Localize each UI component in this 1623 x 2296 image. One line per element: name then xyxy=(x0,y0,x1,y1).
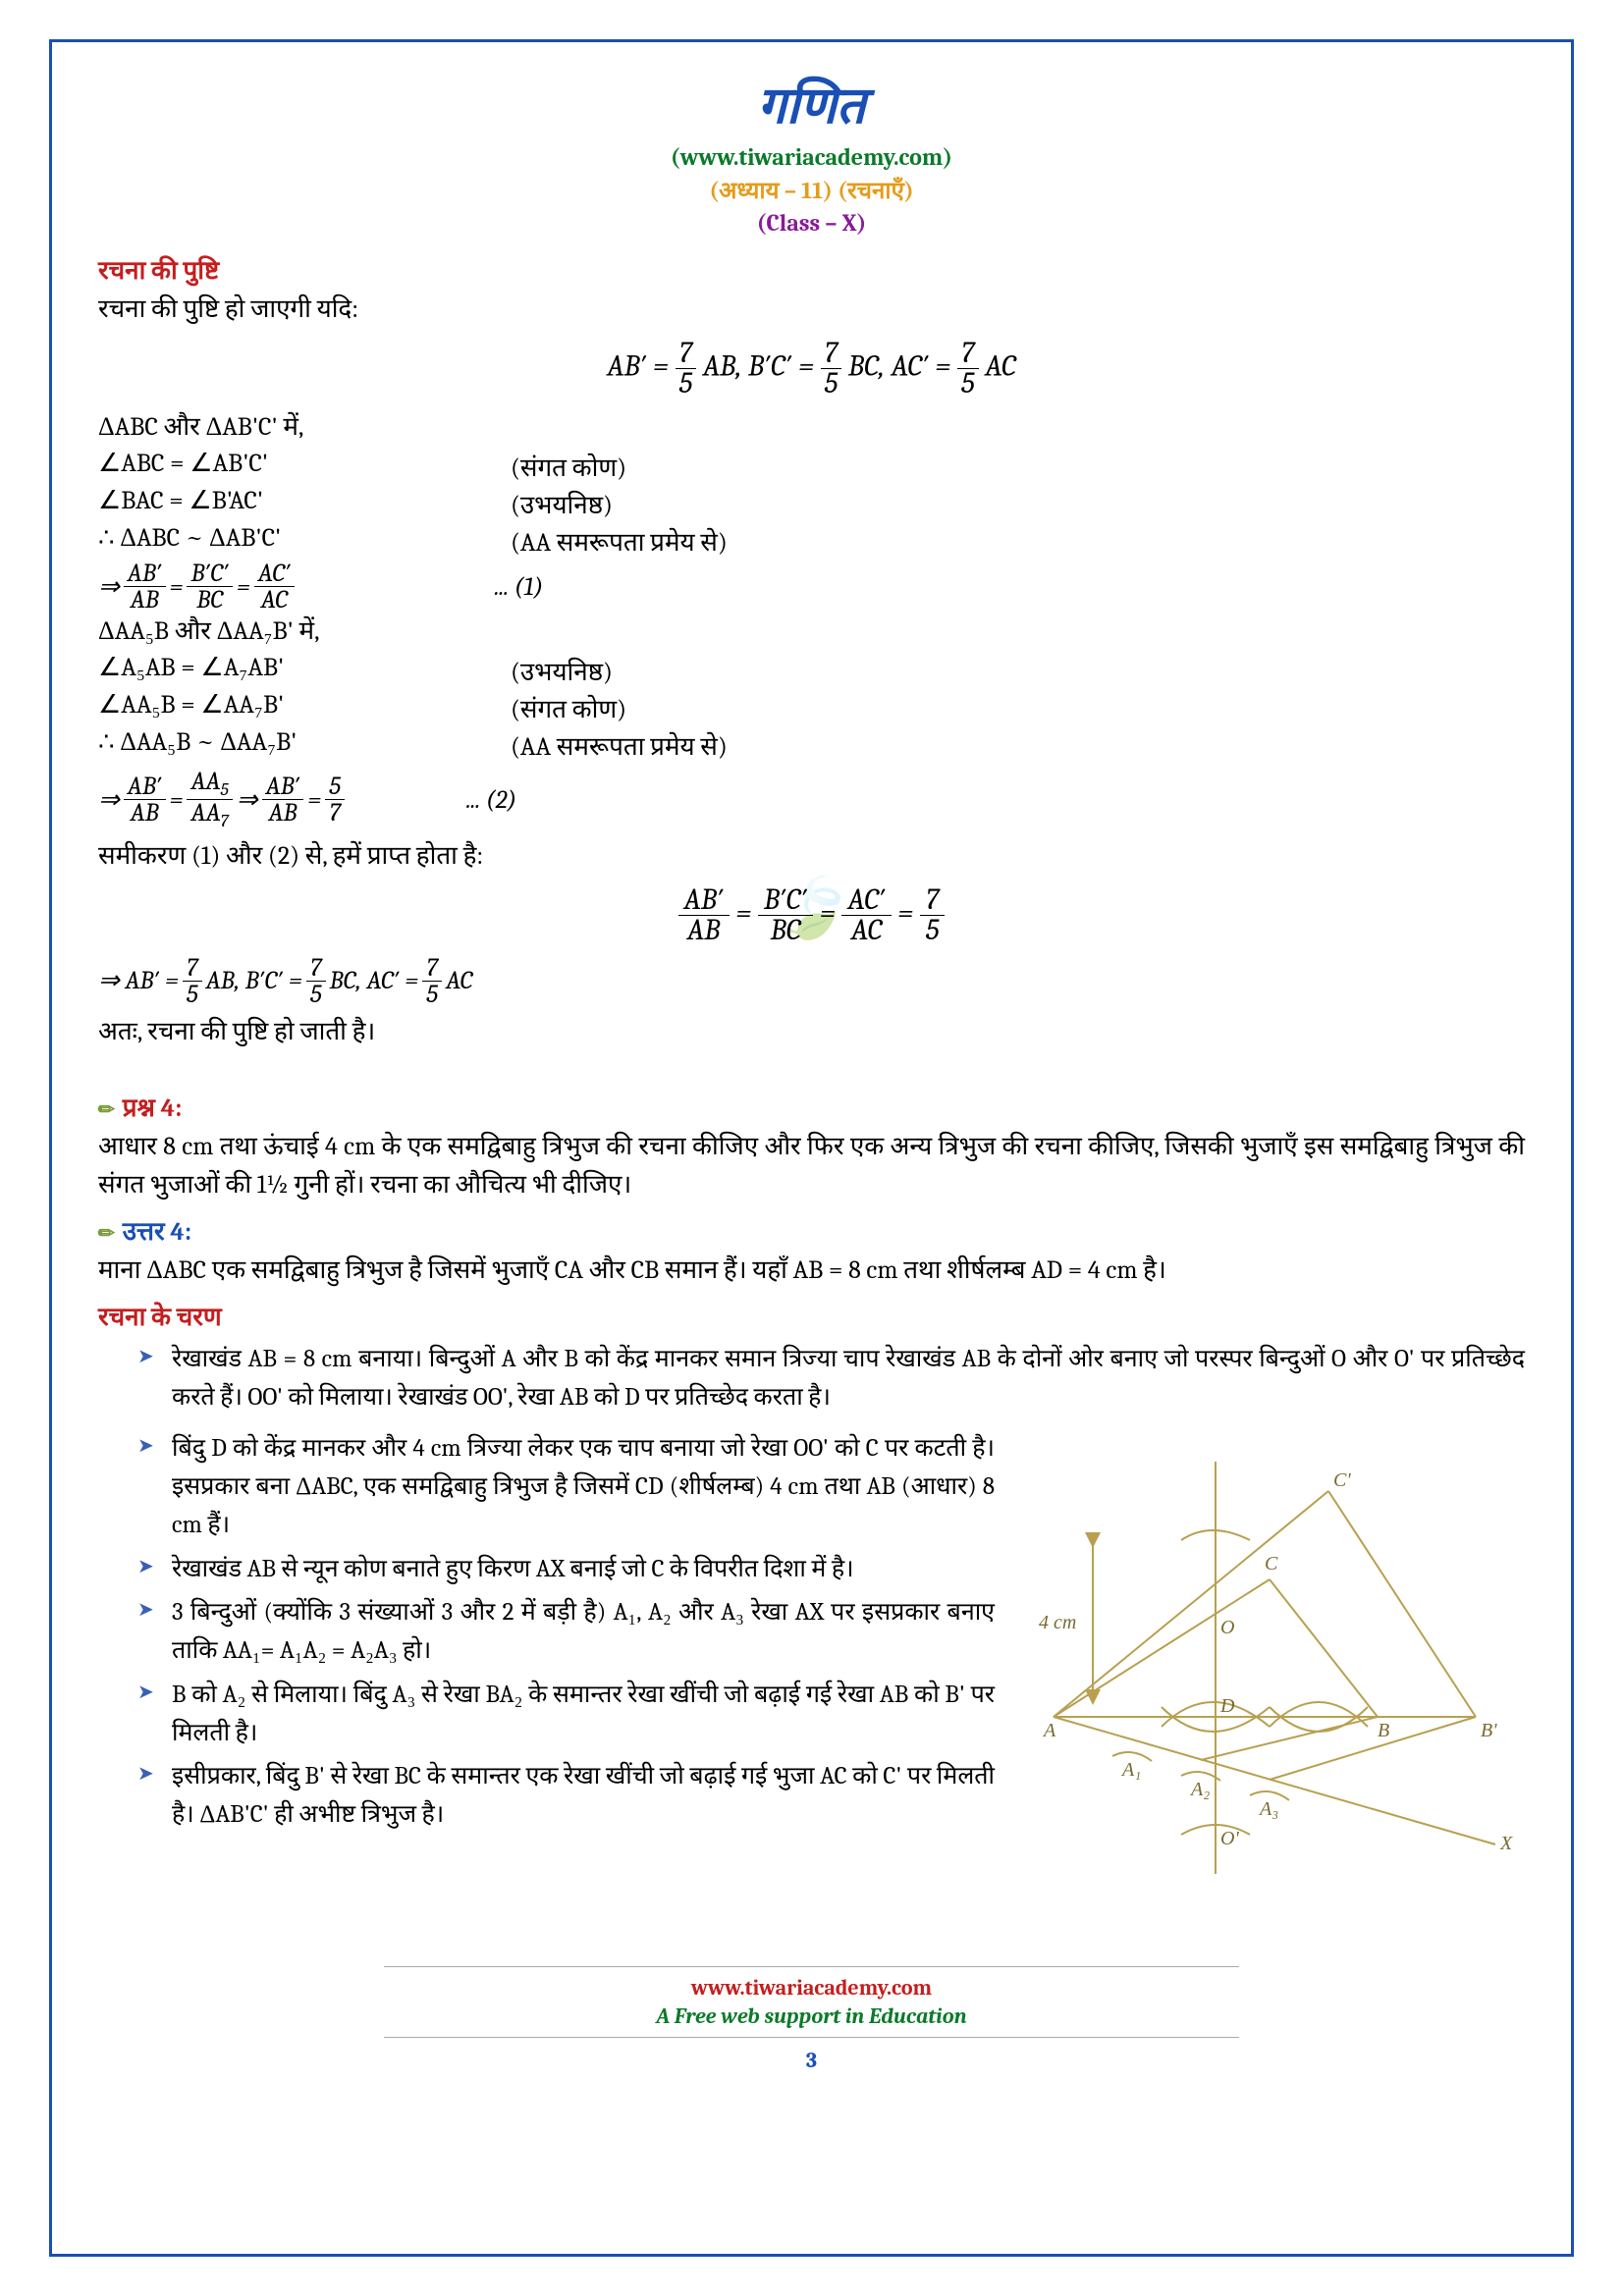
svg-text:C: C xyxy=(1265,1553,1278,1575)
step-item: रेखाखंड AB = 8 cm बनाया। बिन्दुओं A और B… xyxy=(137,1341,1525,1417)
class-label: (Class – X) xyxy=(98,209,1525,237)
svg-text:A₂: A₂ xyxy=(1189,1779,1210,1800)
step-item: बिंदु D को केंद्र मानकर और 4 cm त्रिज्या… xyxy=(137,1430,995,1544)
page-footer: www.tiwariacademy.com A Free web support… xyxy=(98,1966,1525,2073)
construction-diagram: A B B' C C' D O O' A₁ A₂ A₃ X 4 cm xyxy=(1014,1422,1525,1937)
steps-heading: रचना के चरण xyxy=(98,1298,1525,1333)
v-row5: ∠A₅AB = ∠A₇AB'(उभयनिष्ठ) xyxy=(98,653,1525,688)
v-combine: समीकरण (1) और (2) से, हमें प्राप्त होता … xyxy=(98,837,1525,876)
svg-text:4 cm: 4 cm xyxy=(1039,1612,1076,1633)
svg-text:A₃: A₃ xyxy=(1258,1798,1278,1820)
v-row8: ⇒ AB′AB = AA5AA7 ⇒ AB′AB = 57 ... (2) xyxy=(98,769,1525,831)
v-row3: ∴ ΔABC ~ ΔAB'C'(AA समरूपता प्रमेय से) xyxy=(98,523,1525,559)
v-result: ⇒ AB′ = 75 AB, B′C′ = 75 BC, AC′ = 75 AC xyxy=(98,955,1525,1007)
main-title: गणित xyxy=(98,69,1525,138)
v-row1: ∠ABC = ∠AB'C'(संगत कोण) xyxy=(98,449,1525,484)
svg-text:C': C' xyxy=(1333,1469,1351,1491)
step-item: B को A₂ से मिलाया। बिंदु A₃ से रेखा BA₂ … xyxy=(137,1677,995,1753)
page-header: गणित (www.tiwariacademy.com) (अध्याय – 1… xyxy=(98,69,1525,237)
svg-text:O: O xyxy=(1220,1617,1234,1638)
step-list: रेखाखंड AB = 8 cm बनाया। बिन्दुओं A और B… xyxy=(98,1341,1525,1417)
svg-text:B: B xyxy=(1378,1720,1389,1741)
svg-text:D: D xyxy=(1219,1695,1235,1717)
svg-text:O': O' xyxy=(1220,1828,1239,1849)
header-website: (www.tiwariacademy.com) xyxy=(98,143,1525,171)
v-row2: ∠BAC = ∠B'AC'(उभयनिष्ठ) xyxy=(98,486,1525,521)
footer-website: www.tiwariacademy.com xyxy=(98,1975,1525,2001)
v-row6: ∠AA₅B = ∠AA₇B'(संगत कोण) xyxy=(98,690,1525,725)
footer-motto: A Free web support in Education xyxy=(98,2003,1525,2029)
q4-label: ✎प्रश्न 4: xyxy=(98,1089,1525,1124)
step-item: रेखाखंड AB से न्यून कोण बनाते हुए किरण A… xyxy=(137,1551,995,1589)
pencil-icon: ✎ xyxy=(92,1218,121,1247)
svg-text:B': B' xyxy=(1481,1720,1497,1741)
v-line2: ΔAA₅B और ΔAA₇B' में, xyxy=(98,613,1525,651)
step-list-cont: बिंदु D को केंद्र मानकर और 4 cm त्रिज्या… xyxy=(98,1430,995,1835)
step-item: 3 बिन्दुओं (क्योंकि 3 संख्याओं 3 और 2 मे… xyxy=(137,1594,995,1671)
chapter-label: (अध्याय – 11) (रचनाएँ) xyxy=(98,174,1525,206)
q4-text: आधार 8 cm तथा ऊंचाई 4 cm के एक समद्विबाह… xyxy=(98,1128,1525,1204)
verification-heading: रचना की पुष्टि xyxy=(98,251,1525,287)
a4-intro: माना ΔABC एक समद्विबाहु त्रिभुज है जिसमे… xyxy=(98,1252,1525,1290)
pencil-icon: ✎ xyxy=(92,1095,121,1123)
formula-2: AB′AB = B′C′BC = AC′AC = 75 xyxy=(98,885,1525,945)
svg-text:A: A xyxy=(1042,1720,1056,1741)
v-row7: ∴ ΔAA₅B ~ ΔAA₇B'(AA समरूपता प्रमेय से) xyxy=(98,727,1525,763)
v-line1: ΔABC और ΔAB'C' में, xyxy=(98,408,1525,447)
svg-text:A₁: A₁ xyxy=(1120,1759,1141,1781)
svg-text:X: X xyxy=(1499,1833,1513,1854)
step-item: इसीप्रकार, बिंदु B' से रेखा BC के समान्त… xyxy=(137,1758,995,1835)
page-number: 3 xyxy=(98,2048,1525,2073)
verification-intro: रचना की पुष्टि हो जाएगी यदि: xyxy=(98,291,1525,329)
v-row4: ⇒ AB′AB = B′C′BC = AC′AC ... (1) xyxy=(98,561,1525,613)
a4-label: ✎उत्तर 4: xyxy=(98,1212,1525,1248)
formula-1: AB′ = 75 AB, B′C′ = 75 BC, AC′ = 75 AC xyxy=(98,339,1525,399)
v-conclusion: अतः, रचना की पुष्टि हो जाती है। xyxy=(98,1013,1525,1051)
